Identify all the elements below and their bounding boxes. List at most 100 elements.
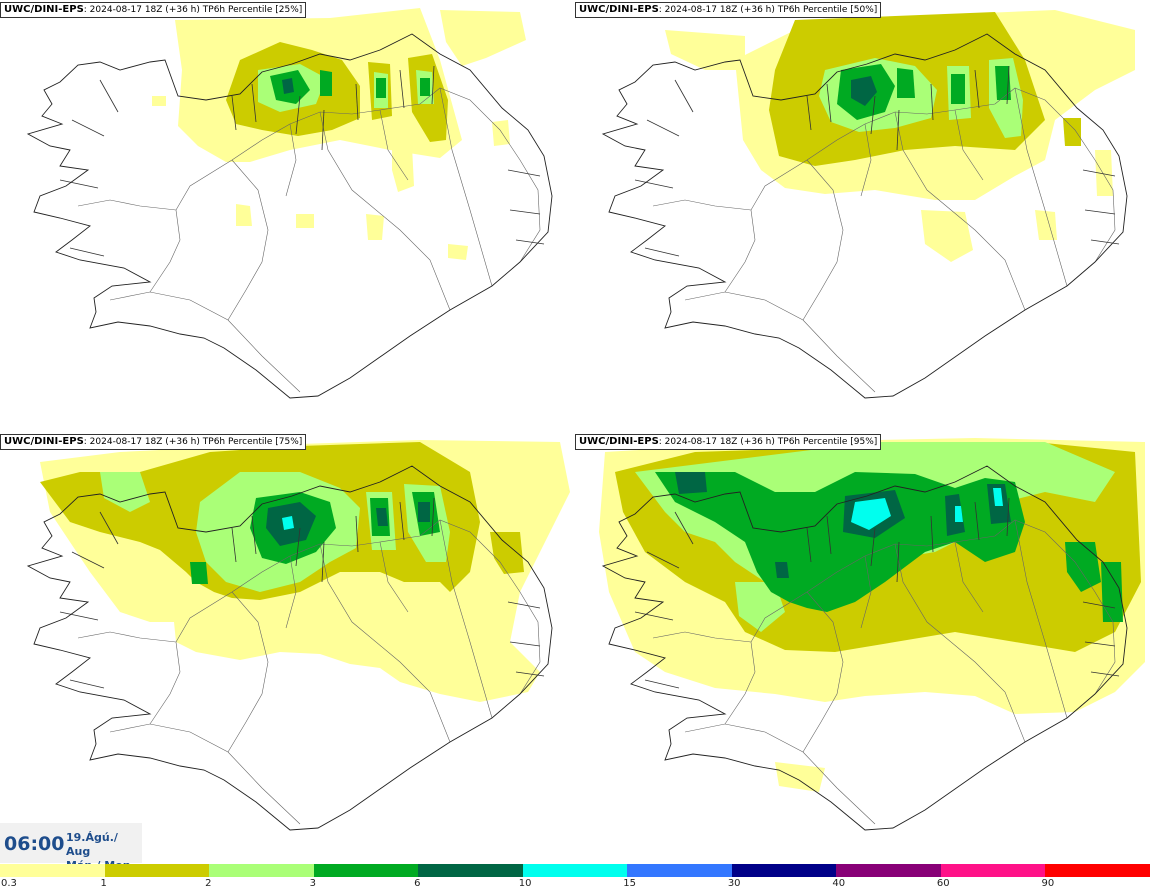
- fjord-line: [646, 551, 680, 569]
- precip-area: [775, 762, 825, 792]
- variable-name: TP6h Percentile: [202, 5, 273, 15]
- road-line: [319, 543, 451, 743]
- percentile-label: [95%]: [850, 437, 878, 447]
- precip-area: [420, 78, 430, 96]
- fjord-line: [507, 601, 541, 609]
- road-line: [894, 543, 1026, 743]
- fjord-line: [321, 541, 325, 583]
- valid-date-line1: 19.Ágú./ Aug: [66, 831, 118, 858]
- precip-area: [296, 214, 314, 228]
- model-name: UWC/DINI-EPS: [579, 4, 659, 15]
- fjord-line: [1006, 497, 1010, 537]
- precip-area: [492, 120, 510, 146]
- precip-map-p95: [599, 438, 1145, 831]
- fjord-line: [870, 95, 876, 135]
- precip-area: [1095, 150, 1113, 196]
- fjord-line: [231, 527, 237, 563]
- valid-time-box: 06:00 19.Ágú./ Aug Mán./ Mon: [0, 823, 142, 872]
- fjord-line: [1090, 239, 1120, 245]
- fjord-line: [71, 551, 105, 569]
- road-line: [379, 541, 409, 613]
- colorbar-swatch: [731, 864, 837, 877]
- colorbar-swatch: [627, 864, 733, 877]
- precip-area: [1063, 118, 1081, 146]
- precip-field-layer: [665, 10, 1135, 262]
- iceland-coastline: [601, 465, 1128, 831]
- road-line: [149, 87, 541, 337]
- precip-area: [897, 68, 915, 98]
- road-network: [77, 87, 541, 393]
- fjord-line: [399, 501, 405, 541]
- road-line: [285, 123, 297, 197]
- fjord-line: [399, 69, 405, 109]
- fjord-line: [646, 119, 680, 137]
- fjord-line: [509, 641, 541, 647]
- precip-area: [152, 96, 166, 106]
- precip-area: [490, 532, 524, 574]
- colorbar-tick-label: 60: [936, 878, 950, 889]
- precip-area: [921, 210, 973, 262]
- fjord-line: [431, 497, 435, 537]
- model-name: UWC/DINI-EPS: [4, 4, 84, 15]
- variable-name: TP6h Percentile: [777, 5, 848, 15]
- percentile-label: [25%]: [275, 5, 303, 15]
- road-line: [860, 123, 872, 197]
- road-line: [109, 723, 301, 825]
- road-line: [439, 519, 493, 719]
- map-panel-p75: UWC/DINI-EPS: 2024-08-17 18Z (+36 h) TP6…: [0, 432, 575, 862]
- precip-area: [851, 76, 877, 106]
- precip-field-layer: [152, 8, 526, 260]
- fjord-line: [930, 83, 934, 121]
- fjord-line: [251, 83, 257, 123]
- fjord-line: [431, 65, 435, 105]
- iceland-coastline: [26, 465, 553, 831]
- precip-field-layer: [599, 438, 1145, 792]
- run-info: : 2024-08-17 18Z (+36 h): [658, 437, 775, 447]
- precip-area: [951, 74, 965, 104]
- map-panel-p95: UWC/DINI-EPS: 2024-08-17 18Z (+36 h) TP6…: [575, 432, 1150, 862]
- road-line: [319, 111, 451, 311]
- precip-field-layer: [40, 440, 570, 702]
- fjord-line: [59, 611, 99, 621]
- fjord-line: [974, 501, 980, 541]
- colorbar-tick-label: 3: [309, 878, 316, 889]
- road-line: [227, 591, 269, 753]
- road-line: [1014, 87, 1068, 287]
- colorbar-tick-label: 90: [1041, 878, 1055, 889]
- percentile-label: [75%]: [275, 437, 303, 447]
- road-network: [77, 519, 541, 825]
- iceland-coastline: [26, 33, 553, 399]
- fjord-line: [870, 527, 876, 567]
- fjord-line: [826, 515, 832, 555]
- fjord-line: [69, 679, 105, 689]
- fjord-line: [231, 95, 237, 131]
- panel-title: UWC/DINI-EPS: 2024-08-17 18Z (+36 h) TP6…: [575, 434, 882, 450]
- fjord-line: [1082, 601, 1116, 609]
- iceland-coastline: [601, 33, 1128, 399]
- valid-time: 06:00: [4, 833, 65, 855]
- road-line: [802, 591, 844, 753]
- fjord-line: [99, 511, 119, 545]
- fjord-line: [515, 239, 545, 245]
- fjord-line: [1090, 671, 1120, 677]
- road-line: [684, 291, 876, 393]
- colorbar-tick-label: 1: [100, 878, 107, 889]
- road-line: [860, 555, 872, 629]
- precip-area: [440, 10, 526, 66]
- map-panel-p50: UWC/DINI-EPS: 2024-08-17 18Z (+36 h) TP6…: [575, 0, 1150, 430]
- fjord-lines: [59, 65, 545, 257]
- colorbar-tick-label: 30: [727, 878, 741, 889]
- colorbar-tick-label: 15: [623, 878, 636, 889]
- road-line: [652, 631, 752, 643]
- road-line: [684, 723, 876, 825]
- fjord-line: [644, 247, 680, 257]
- panel-title: UWC/DINI-EPS: 2024-08-17 18Z (+36 h) TP6…: [0, 2, 307, 18]
- precip-area: [376, 508, 388, 526]
- fjord-line: [806, 95, 812, 131]
- precip-area: [993, 488, 1003, 506]
- precip-area: [236, 204, 252, 226]
- road-line: [379, 109, 409, 181]
- road-line: [227, 159, 269, 321]
- road-line: [802, 159, 844, 321]
- fjord-line: [806, 527, 812, 563]
